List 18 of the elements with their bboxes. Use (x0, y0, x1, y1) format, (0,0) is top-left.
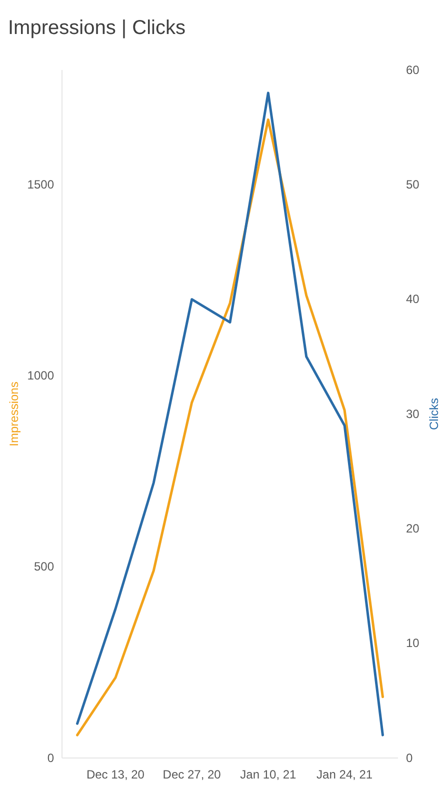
y-tick-label: 500 (34, 560, 54, 574)
x-tick-label: Jan 24, 21 (316, 768, 373, 782)
y-tick-label: 1000 (27, 368, 54, 383)
y-axis-title: Impressions (7, 382, 21, 446)
y2-tick-label: 50 (406, 178, 420, 192)
y-tick-label: 1500 (27, 178, 54, 192)
y2-tick-label: 60 (406, 62, 420, 77)
x-tick-label: Jan 10, 21 (240, 768, 297, 782)
y2-tick-label: 0 (406, 750, 413, 765)
y2-tick-label: 40 (406, 292, 420, 306)
chart-title: Impressions | Clicks (8, 17, 186, 39)
x-tick-label: Dec 13, 20 (86, 768, 145, 782)
y-tick-label: 0 (47, 750, 54, 765)
y2-tick-label: 10 (406, 636, 420, 650)
x-tick-label: Dec 27, 20 (162, 768, 222, 782)
y2-tick-label: 30 (406, 406, 420, 421)
y2-axis-title: Clicks (427, 398, 441, 430)
y2-tick-label: 20 (406, 522, 420, 536)
